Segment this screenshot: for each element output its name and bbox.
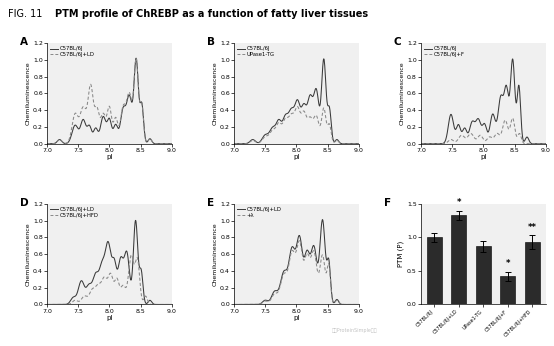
Y-axis label: Chemiluminescence: Chemiluminescence: [399, 62, 404, 125]
Text: A: A: [20, 37, 28, 47]
Bar: [525, 242, 540, 304]
Y-axis label: Chemiluminescence: Chemiluminescence: [212, 222, 217, 286]
X-axis label: pI: pI: [106, 154, 112, 160]
Text: 美国ProteinSimple公司: 美国ProteinSimple公司: [332, 328, 377, 333]
X-axis label: pI: pI: [293, 315, 300, 321]
Legend: C57BL/6J+LD, C57BL/6J+HFD: C57BL/6J+LD, C57BL/6J+HFD: [50, 207, 99, 218]
Bar: [476, 246, 491, 304]
Legend: C57BL/6J, C57BL/6J+F: C57BL/6J, C57BL/6J+F: [424, 46, 465, 58]
X-axis label: pI: pI: [480, 154, 486, 160]
Text: **: **: [528, 223, 537, 232]
Text: D: D: [20, 198, 28, 208]
Bar: [452, 216, 466, 304]
Text: B: B: [207, 37, 214, 47]
Bar: [500, 276, 515, 304]
Text: *: *: [456, 198, 461, 207]
Bar: [427, 237, 442, 304]
Legend: C57BL/6J, UPase1-TG: C57BL/6J, UPase1-TG: [237, 46, 275, 58]
X-axis label: pI: pI: [106, 315, 112, 321]
Y-axis label: Chemiluminescence: Chemiluminescence: [212, 62, 217, 125]
Text: *: *: [506, 259, 510, 268]
Text: C: C: [393, 37, 401, 47]
X-axis label: pI: pI: [293, 154, 300, 160]
Legend: C57BL/6J+LD, +λ: C57BL/6J+LD, +λ: [237, 207, 282, 218]
Y-axis label: Chemiluminescence: Chemiluminescence: [25, 222, 30, 286]
Y-axis label: PTM (P): PTM (P): [398, 241, 404, 267]
Text: F: F: [384, 198, 391, 208]
Text: PTM profile of ChREBP as a function of fatty liver tissues: PTM profile of ChREBP as a function of f…: [55, 9, 368, 19]
Legend: C57BL/6J, C57BL/6J+LD: C57BL/6J, C57BL/6J+LD: [50, 46, 95, 58]
Text: FIG. 11: FIG. 11: [8, 9, 46, 19]
Y-axis label: Chemiluminescence: Chemiluminescence: [25, 62, 30, 125]
Text: E: E: [207, 198, 214, 208]
